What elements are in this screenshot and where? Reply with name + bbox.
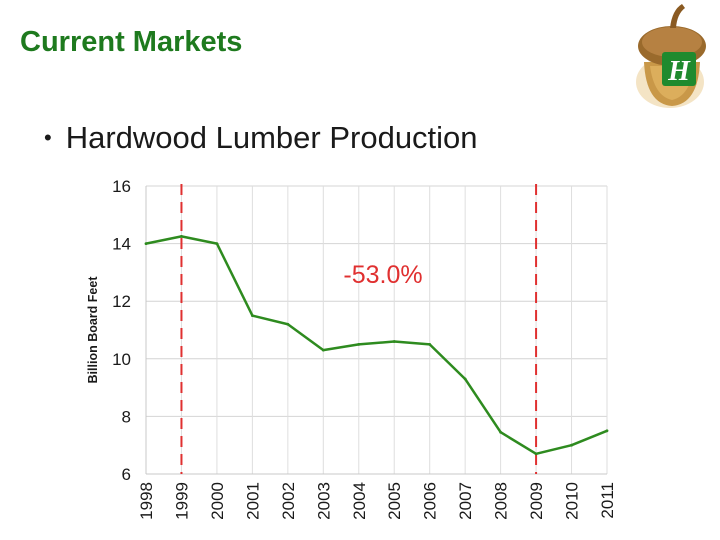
bullet-dot-icon: • [44,125,52,150]
data-point [286,322,290,326]
data-point [392,340,396,343]
data-point [570,443,573,447]
data-point [605,429,609,433]
reference-lines [180,184,538,474]
data-point [250,314,254,317]
x-tick-label: 1998 [137,482,156,520]
x-tick-label: 2002 [279,482,298,520]
percent-change-annotation: -53.0% [343,261,422,289]
data-point [499,430,503,434]
y-tick-label: 12 [112,292,131,311]
logo-letter: H [667,56,691,87]
data-point [357,343,361,346]
x-tick-label: 1999 [172,482,191,520]
x-tick-label: 2010 [563,482,582,520]
data-point [463,377,467,381]
x-tick-label: 2011 [598,482,617,519]
bullet-item: • Hardwood Lumber Production [44,120,478,156]
data-point [215,242,219,246]
y-tick-label: 8 [122,407,131,426]
y-tick-labels: 6 8 10 12 14 16 [112,177,131,484]
x-tick-label: 2007 [456,482,475,520]
grid-lines [145,185,608,475]
x-tick-label: 2006 [421,482,440,520]
data-point [534,452,538,456]
x-tick-label: 2000 [208,482,227,520]
y-axis-label: Billion Board Feet [86,276,100,384]
bullet-text: Hardwood Lumber Production [65,120,478,155]
x-tick-labels: 1998 1999 2000 2001 2002 2003 2004 2005 2006 2007… [137,482,617,520]
x-tick-label: 2004 [350,482,369,520]
acorn-icon: H [636,4,706,108]
badge-icon [662,52,696,86]
y-tick-label: 6 [122,465,131,484]
annotations: -53.0% [343,261,422,289]
y-tick-label: 16 [112,177,131,196]
slide-title: Current Markets [20,26,243,58]
x-tick-label: 2003 [314,482,333,520]
x-tick-label: 2005 [385,482,404,520]
data-point [144,242,148,246]
series-lines [144,235,609,456]
y-tick-label: 14 [112,235,131,254]
x-tick-label: 2008 [492,482,511,520]
series-line [145,235,608,456]
y-tick-label: 10 [112,350,131,369]
x-tick-label: 2001 [243,482,262,520]
data-point [428,343,432,346]
data-point [321,348,325,352]
data-point [180,235,183,238]
x-tick-label: 2009 [527,482,546,520]
